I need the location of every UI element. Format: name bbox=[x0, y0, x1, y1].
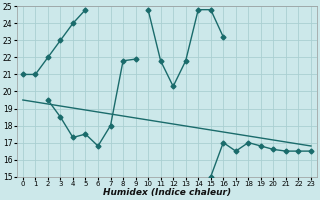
X-axis label: Humidex (Indice chaleur): Humidex (Indice chaleur) bbox=[103, 188, 231, 197]
